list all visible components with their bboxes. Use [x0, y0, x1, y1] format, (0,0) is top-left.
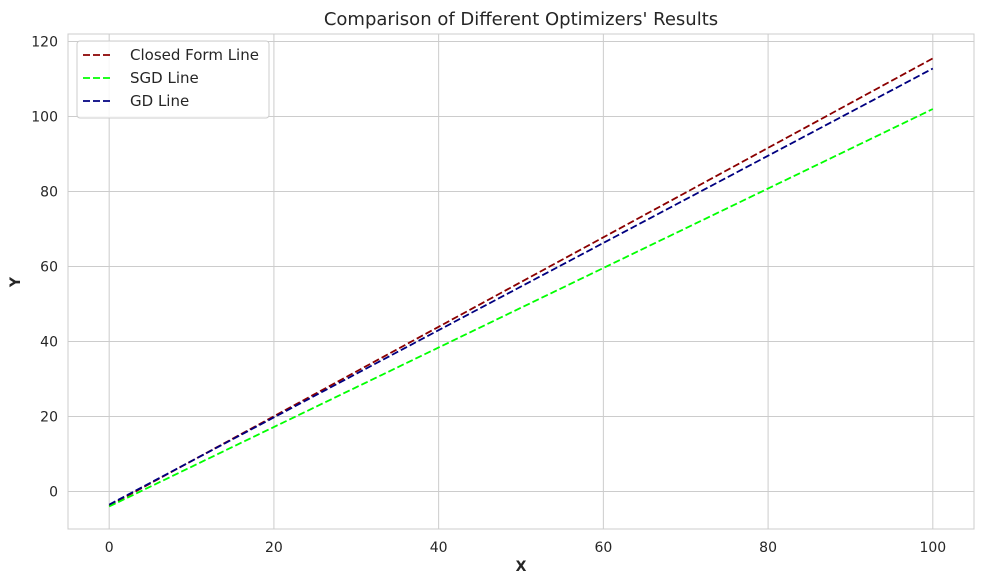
x-tick-label: 0 — [105, 540, 114, 556]
x-tick-label: 60 — [594, 540, 612, 556]
chart-title: Comparison of Different Optimizers' Resu… — [324, 9, 718, 30]
legend-label: GD Line — [130, 92, 189, 110]
plot-frame — [67, 33, 975, 530]
y-tick-label: 20 — [40, 410, 58, 426]
series-layer — [108, 57, 934, 508]
y-axis-title: Y — [8, 276, 24, 288]
x-tick-label: 100 — [919, 540, 946, 556]
y-tick-label: 80 — [40, 185, 58, 201]
y-tick-label: 100 — [31, 110, 58, 126]
y-tick-label: 40 — [40, 335, 58, 351]
x-tick-label: 80 — [759, 540, 777, 556]
x-tick-label: 40 — [430, 540, 448, 556]
y-tick-label: 0 — [49, 485, 58, 501]
legend-label: SGD Line — [130, 69, 199, 87]
legend-box — [76, 40, 270, 119]
x-axis-title: X — [516, 559, 527, 575]
y-tick-label: 120 — [31, 35, 58, 51]
legend-label: Closed Form Line — [130, 46, 259, 64]
legend: Closed Form Line SGD Line GD Line — [76, 40, 270, 119]
y-tick-label: 60 — [40, 260, 58, 276]
series-line-2 — [108, 67, 934, 506]
series-line-1 — [108, 108, 934, 508]
x-tick-label: 20 — [265, 540, 283, 556]
grid — [68, 34, 974, 529]
tick-labels: 0 20 40 60 80 100 0 20 40 60 80 100 120 — [31, 35, 946, 557]
